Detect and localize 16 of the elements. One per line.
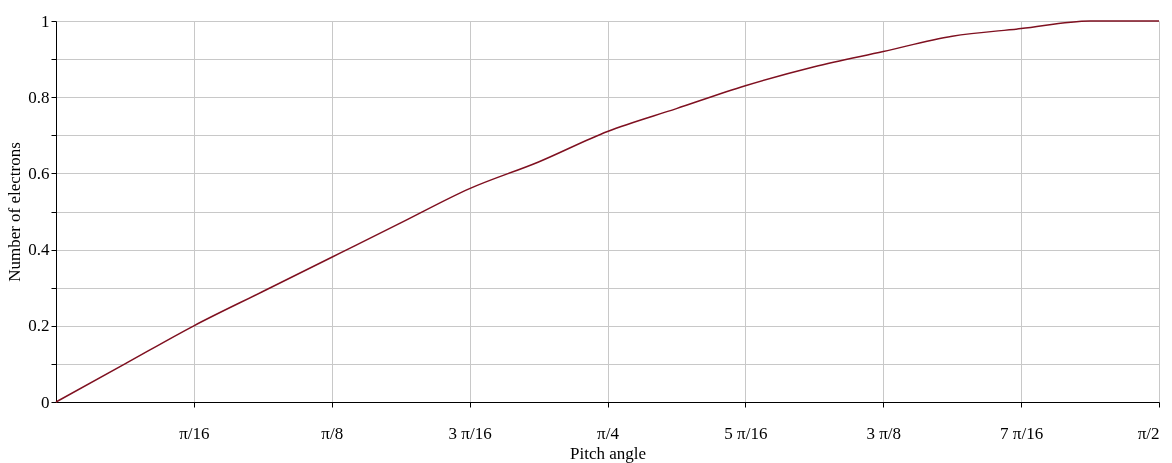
- x-tick-label: 3 π/16: [448, 423, 492, 443]
- x-tick-label: 5 π/16: [724, 423, 768, 443]
- y-axis-title: Number of electrons: [5, 142, 25, 282]
- y-tick-label: 0.4: [28, 240, 50, 260]
- y-tick-label: 0.6: [28, 163, 50, 183]
- y-tick-label: 1: [41, 11, 50, 31]
- x-axis-title: Pitch angle: [569, 443, 647, 463]
- x-tick-label: π/16: [179, 423, 210, 443]
- x-tick-label: π/8: [321, 423, 344, 443]
- x-tick-label: 3 π/8: [866, 423, 902, 443]
- x-tick-label: π/4: [597, 423, 620, 443]
- y-tick-label: 0: [41, 392, 50, 412]
- y-tick-label: 0.8: [28, 87, 50, 107]
- x-tick-label: π/2: [1137, 423, 1160, 443]
- y-tick-label: 0.2: [28, 316, 50, 336]
- x-tick-label: 7 π/16: [1000, 423, 1044, 443]
